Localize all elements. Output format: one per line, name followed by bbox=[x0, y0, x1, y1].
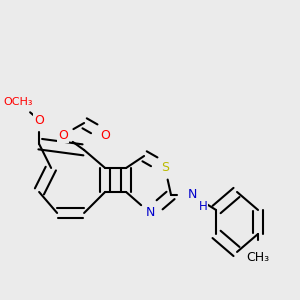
Text: N: N bbox=[146, 206, 155, 220]
Text: O: O bbox=[34, 113, 44, 127]
Text: O: O bbox=[100, 128, 110, 142]
Text: N: N bbox=[188, 188, 197, 202]
Text: OCH₃: OCH₃ bbox=[3, 97, 33, 107]
Text: O: O bbox=[58, 128, 68, 142]
Text: H: H bbox=[199, 200, 208, 214]
Text: CH₃: CH₃ bbox=[247, 251, 270, 264]
Text: S: S bbox=[161, 161, 169, 175]
